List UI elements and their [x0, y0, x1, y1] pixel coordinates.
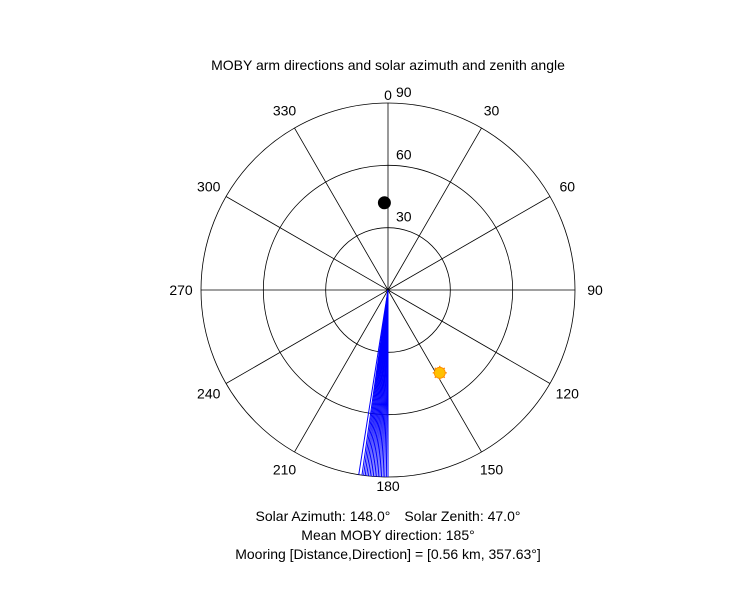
grid-spoke-300 — [225, 196, 389, 291]
angle-tick-label-270: 270 — [169, 282, 193, 298]
solar-info-line: Solar Azimuth: 148.0° Solar Zenith: 47.0° — [0, 508, 750, 524]
angle-tick-label-300: 300 — [197, 179, 221, 195]
solar-zenith-text: Solar Zenith: 47.0° — [404, 508, 521, 524]
mean-direction-text: Mean MOBY direction: 185° — [301, 527, 475, 543]
grid-spoke-30 — [387, 127, 482, 291]
angle-tick-label-60: 60 — [559, 179, 575, 195]
grid-spoke-330 — [294, 127, 389, 291]
angle-tick-label-240: 240 — [197, 386, 221, 402]
chart-title: MOBY arm directions and solar azimuth an… — [211, 57, 565, 73]
radial-tick-label-90: 90 — [396, 84, 412, 100]
angle-tick-label-120: 120 — [556, 386, 580, 402]
mooring-point — [377, 196, 391, 210]
mooring-text: Mooring [Distance,Direction] = [0.56 km,… — [235, 546, 541, 562]
moby-arm-line — [361, 289, 389, 476]
angle-tick-label-90: 90 — [587, 282, 603, 298]
moby-arm-line — [358, 289, 389, 475]
grid-spoke-210 — [294, 289, 389, 453]
solar-azimuth-text: Solar Azimuth: 148.0° — [255, 508, 391, 524]
radial-tick-label-60: 60 — [396, 146, 412, 162]
grid-spoke-240 — [225, 289, 389, 384]
radial-tick-label-30: 30 — [396, 209, 412, 225]
tick-labels: 0 30 60 90 120 150 180 210 240 270 300 330 30 60 90 — [169, 84, 603, 494]
angle-tick-label-30: 30 — [484, 103, 500, 119]
data-layer — [358, 196, 447, 477]
angle-tick-label-0: 0 — [384, 87, 392, 103]
sun-marker — [432, 365, 447, 380]
angle-tick-label-330: 330 — [273, 103, 297, 119]
angle-tick-label-210: 210 — [273, 461, 297, 477]
grid-spoke-60 — [387, 196, 551, 291]
angle-tick-label-150: 150 — [480, 461, 504, 477]
angle-tick-label-180: 180 — [376, 478, 400, 494]
grid-spoke-120 — [387, 289, 551, 384]
sun-disc — [433, 366, 446, 379]
